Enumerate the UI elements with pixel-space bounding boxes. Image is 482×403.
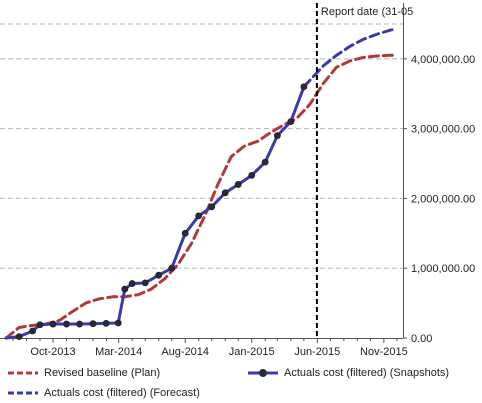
data-point <box>15 333 23 341</box>
y-tick-label: 1,000,000.00 <box>411 263 475 275</box>
data-point <box>287 118 295 126</box>
y-tick-label: 3,000,000.00 <box>411 124 475 136</box>
data-point <box>261 158 269 166</box>
legend: Revised baseline (Plan) Actuals cost (fi… <box>0 362 482 403</box>
series-2 <box>302 27 399 89</box>
data-point <box>49 320 57 328</box>
data-point <box>102 319 110 327</box>
data-point <box>128 280 136 287</box>
x-tick-label: Oct-2013 <box>30 346 75 358</box>
legend-solid-blue-line-icon <box>248 369 278 377</box>
data-point <box>63 320 70 328</box>
x-tick-label: Aug-2014 <box>161 346 209 358</box>
data-point <box>141 279 149 287</box>
y-tick-label: 0.00 <box>411 333 432 345</box>
data-point <box>248 171 256 179</box>
series-0 <box>4 53 399 340</box>
y-tick-label: 2,000,000.00 <box>411 193 475 205</box>
data-point <box>155 271 163 279</box>
x-tick-label: Jan-2015 <box>229 346 275 358</box>
data-point <box>36 321 44 329</box>
data-point <box>168 264 176 272</box>
data-point <box>234 181 242 188</box>
y-tick-label: 4,000,000.00 <box>411 54 475 66</box>
grid-lines <box>0 23 403 269</box>
series-1 <box>4 83 308 341</box>
data-point <box>89 320 97 328</box>
line-chart: Oct-2013 Mar-2014 Aug-2014 Jan-2015 Jun-2015… <box>0 3 475 358</box>
legend-dashed-blue-line-icon <box>8 391 38 395</box>
legend-dashed-red-line-icon <box>8 371 38 375</box>
data-point <box>208 203 216 211</box>
data-point <box>273 132 281 140</box>
x-tick-label: Mar-2014 <box>95 346 142 358</box>
legend-label: Actuals cost (filtered) (Forecast) <box>44 387 200 399</box>
y-axis-ticks: 0.00 1,000,000.00 2,000,000.00 3,000,000.00… <box>403 54 475 345</box>
x-tick-label: Nov-2015 <box>360 346 408 358</box>
data-point <box>121 285 129 293</box>
data-point <box>76 320 83 328</box>
data-point <box>195 212 203 220</box>
data-point <box>221 189 229 197</box>
data-point <box>300 83 308 91</box>
x-tick-label: Jun-2015 <box>294 346 340 358</box>
report-date-label: Report date (31-05 <box>321 6 413 18</box>
legend-label: Revised baseline (Plan) <box>44 367 161 379</box>
series-line-0 <box>4 53 399 340</box>
x-axis-ticks: Oct-2013 Mar-2014 Aug-2014 Jan-2015 Jun-2015… <box>12 338 408 358</box>
data-point <box>114 319 122 327</box>
series-layer <box>4 27 399 341</box>
legend-label: Actuals cost (filtered) (Snapshots) <box>284 367 450 379</box>
data-point <box>29 327 37 335</box>
data-point <box>181 229 189 237</box>
series-line-2 <box>302 27 399 89</box>
axes <box>0 3 404 339</box>
series-line-1 <box>4 85 306 340</box>
report-date-annotation: Report date (31-05 <box>315 3 413 338</box>
